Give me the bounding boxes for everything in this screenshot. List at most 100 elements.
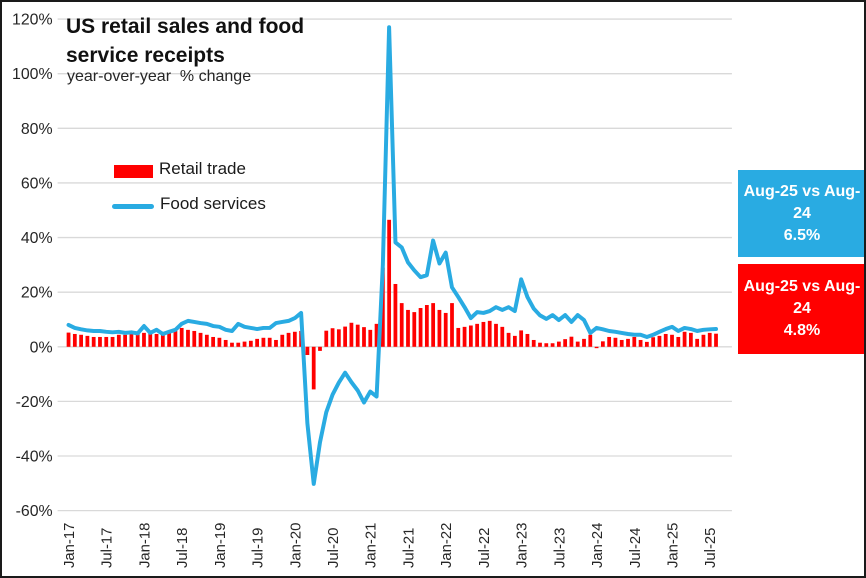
x-tick-label: Jul-23 xyxy=(552,528,568,569)
retail-trade-bar xyxy=(544,343,549,347)
retail-trade-bar xyxy=(173,330,178,347)
callout-retail-trade: Aug-25 vs Aug- 24 4.8% xyxy=(738,264,864,354)
retail-trade-bar xyxy=(494,323,498,347)
retail-trade-bar xyxy=(512,335,517,347)
retail-trade-bar xyxy=(135,332,140,347)
retail-trade-bar xyxy=(198,332,203,347)
x-tick-label: Jul-24 xyxy=(628,528,644,569)
y-tick-label: -20% xyxy=(16,394,53,411)
retail-trade-bar xyxy=(305,346,310,355)
x-tick-label: Jul-18 xyxy=(175,528,191,569)
x-tick-label: Jul-17 xyxy=(100,528,116,569)
callout-food-value: 6.5% xyxy=(783,226,821,244)
retail-trade-bar xyxy=(387,219,392,347)
retail-trade-bar xyxy=(393,283,398,347)
retail-trade-bar xyxy=(481,321,486,347)
y-tick-label: -40% xyxy=(16,448,53,465)
retail-trade-bar xyxy=(116,334,121,347)
retail-trade-bar xyxy=(261,337,266,347)
retail-trade-bar xyxy=(91,336,96,347)
retail-trade-bar xyxy=(412,312,417,347)
x-axis-labels: Jan-17 Jul-17 Jan-18 Jul-18 Jan-19 Jul-19 Jan-… xyxy=(62,523,719,568)
retail-trade-bar xyxy=(475,323,480,347)
legend-item-retail-trade: Retail trade xyxy=(114,159,246,179)
retail-trade-bar xyxy=(632,336,637,347)
retail-trade-bar xyxy=(85,335,90,347)
y-tick-label: 20% xyxy=(21,285,53,302)
gridlines xyxy=(57,18,732,512)
retail-trade-bar xyxy=(110,336,115,347)
retail-trade-bar xyxy=(582,338,586,347)
chart-title: US retail sales and food service receipt… xyxy=(66,12,366,70)
x-tick-label: Jan-22 xyxy=(439,523,455,568)
retail-trade-bar xyxy=(638,339,643,347)
retail-trade-bar xyxy=(424,305,429,347)
x-tick-label: Jul-20 xyxy=(326,528,342,569)
retail-trade-bar xyxy=(619,339,624,347)
retail-trade-bar xyxy=(123,334,128,347)
retail-trade-bar xyxy=(506,332,511,347)
retail-trade-bar xyxy=(399,303,404,347)
y-tick-label: 120% xyxy=(12,12,53,29)
retail-trade-bar xyxy=(651,337,656,347)
retail-trade-bar xyxy=(607,336,612,347)
retail-trade-bar xyxy=(211,336,216,347)
retail-trade-bar xyxy=(72,333,77,347)
y-tick-label: 80% xyxy=(21,121,53,138)
retail-trade-bar xyxy=(701,334,706,347)
retail-trade-bar xyxy=(380,267,385,347)
retail-trade-bar xyxy=(362,327,366,347)
retail-trade-bar xyxy=(204,334,209,347)
retail-trade-bar xyxy=(437,309,442,347)
retail-trade-bar xyxy=(160,332,165,347)
y-tick-label: -60% xyxy=(16,503,53,520)
retail-trade-bar xyxy=(626,338,630,347)
retail-trade-bar xyxy=(167,331,172,347)
chart-title-line2: service receipts xyxy=(66,44,225,67)
retail-trade-bar xyxy=(330,328,335,347)
retail-trade-bar xyxy=(695,338,700,347)
retail-trade-bar xyxy=(343,326,348,347)
retail-trade-bar xyxy=(154,333,159,347)
retail-trade-bar xyxy=(682,331,687,347)
retail-trade-bar xyxy=(274,339,278,347)
x-tick-label: Jan-23 xyxy=(515,523,531,568)
chart-title-line1: US retail sales and food xyxy=(66,15,305,38)
legend-label-food-services: Food services xyxy=(160,194,266,213)
retail-trade-bar xyxy=(230,342,234,347)
retail-trade-bar xyxy=(142,332,146,347)
legend-label-retail-trade: Retail trade xyxy=(159,159,246,178)
retail-trade-bar xyxy=(487,320,492,347)
retail-trade-bar xyxy=(600,341,605,347)
retail-trade-bar xyxy=(670,334,674,347)
y-axis-labels: 120% 100% 80% 60% 40% 20% 0% -20% -40% -60% xyxy=(12,12,53,521)
retail-trade-bar xyxy=(406,309,410,347)
legend-item-food-services: Food services xyxy=(112,194,266,214)
retail-trade-bar xyxy=(148,332,153,347)
callout-retail-line1: Aug-25 vs Aug- xyxy=(743,278,861,295)
retail-trade-bar xyxy=(368,329,373,347)
callout-retail-line2: 24 xyxy=(793,300,811,317)
retail-trade-bar xyxy=(657,335,662,347)
retail-trade-bar xyxy=(179,327,184,347)
retail-trade-bar xyxy=(79,334,83,347)
x-tick-label: Jan-18 xyxy=(137,523,153,568)
retail-trade-bar xyxy=(431,303,436,347)
retail-trade-bar xyxy=(286,332,291,347)
callout-food-services: Aug-25 vs Aug- 24 6.5% xyxy=(738,170,864,257)
retail-trade-bar xyxy=(714,333,718,347)
x-tick-label: Jan-21 xyxy=(364,523,380,568)
chart-subtitle: year-over-year % change xyxy=(67,68,252,85)
x-tick-label: Jan-19 xyxy=(213,523,229,568)
retail-trade-bar xyxy=(192,330,197,347)
retail-trade-bar xyxy=(563,339,568,347)
retail-trade-bar xyxy=(550,343,555,347)
retail-trade-swatch-icon xyxy=(114,164,153,178)
x-tick-label: Jan-25 xyxy=(665,523,681,568)
retail-trade-bar xyxy=(280,334,285,347)
retail-trade-bar xyxy=(242,341,247,347)
retail-trade-bar xyxy=(186,329,190,347)
x-tick-label: Jan-20 xyxy=(288,523,304,568)
